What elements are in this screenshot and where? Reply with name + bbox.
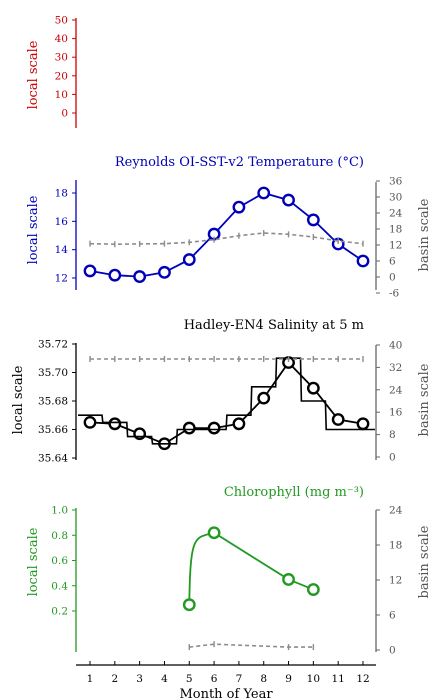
data-point-1-11 xyxy=(356,254,370,268)
local-tick-label: 35.72 xyxy=(38,339,68,351)
data-point-1-9 xyxy=(306,213,320,227)
local-tick-label: 35.66 xyxy=(38,424,68,436)
x-tick-label: 2 xyxy=(111,673,118,685)
basin-tick-label: 18 xyxy=(389,540,402,552)
local-tick-label: 1.0 xyxy=(51,505,68,517)
basin-tick-label: 24 xyxy=(389,384,403,396)
data-point-3-2 xyxy=(282,573,295,586)
data-point-2-6 xyxy=(232,417,246,431)
data-point-1-3 xyxy=(158,265,171,279)
data-point-1-4 xyxy=(182,253,196,266)
data-point-1-8 xyxy=(282,193,295,207)
local-tick-label: 35.64 xyxy=(38,453,68,465)
local-tick-label: 0.6 xyxy=(51,555,68,567)
data-point-3-0 xyxy=(182,598,196,612)
basin-tick-label: 32 xyxy=(389,362,402,374)
data-point-1-7 xyxy=(257,186,271,200)
x-tick-label: 4 xyxy=(161,673,168,685)
basin-series-line-3 xyxy=(189,643,314,648)
data-point-2-11 xyxy=(356,417,370,431)
basin-tick-label: 12 xyxy=(389,240,402,252)
local-tick-label: 0.8 xyxy=(51,530,68,542)
data-point-2-7 xyxy=(257,391,271,405)
data-point-2-5 xyxy=(207,421,221,435)
local-axis-label: local scale xyxy=(26,40,41,109)
data-point-2-1 xyxy=(108,417,122,431)
x-axis-label: Month of Year xyxy=(179,687,273,700)
basin-tick-label: -6 xyxy=(389,288,400,300)
panel-title: Chlorophyll (mg m⁻³) xyxy=(224,485,364,500)
stepped-series-line-2 xyxy=(78,357,375,445)
data-point-3-1 xyxy=(207,526,221,540)
basin-tick-label: 6 xyxy=(389,256,396,268)
x-tick-label: 1 xyxy=(87,673,94,685)
local-tick-label: 16 xyxy=(55,216,69,228)
basin-axis-label: basin scale xyxy=(417,525,432,598)
local-tick-label: 35.68 xyxy=(38,396,68,408)
x-tick-label: 11 xyxy=(331,673,344,685)
data-point-2-0 xyxy=(83,415,97,429)
basin-tick-label: 30 xyxy=(389,192,402,204)
data-point-1-2 xyxy=(133,270,147,283)
x-tick-label: 7 xyxy=(236,673,243,685)
local-tick-label: 0.2 xyxy=(51,606,68,618)
local-axis-label: local scale xyxy=(11,365,26,434)
data-point-1-0 xyxy=(83,264,97,278)
data-point-1-6 xyxy=(232,200,246,214)
basin-tick-label: 0 xyxy=(389,272,396,284)
local-axis-label: local scale xyxy=(26,195,41,264)
x-tick-label: 12 xyxy=(356,673,369,685)
local-tick-label: 35.70 xyxy=(38,367,68,379)
data-point-2-4 xyxy=(182,421,196,435)
basin-tick-label: 6 xyxy=(389,610,396,622)
data-point-3-3 xyxy=(306,583,320,596)
basin-tick-label: 40 xyxy=(389,340,402,352)
x-tick-label: 9 xyxy=(285,673,292,685)
data-point-2-2 xyxy=(133,427,147,441)
x-tick-label: 8 xyxy=(260,673,267,685)
local-tick-label: 18 xyxy=(55,188,68,200)
panel-title: Reynolds OI-SST-v2 Temperature (°C) xyxy=(115,155,364,170)
local-tick-label: 40 xyxy=(55,33,68,45)
basin-tick-label: 24 xyxy=(389,208,403,220)
local-tick-label: 12 xyxy=(55,273,68,285)
panel-title: Hadley-EN4 Salinity at 5 m xyxy=(184,318,364,333)
basin-tick-label: 8 xyxy=(389,429,396,441)
local-tick-label: 30 xyxy=(55,52,68,64)
local-series-line-2 xyxy=(89,361,364,445)
local-series-line-3 xyxy=(188,531,314,605)
basin-tick-label: 12 xyxy=(389,575,402,587)
data-point-2-10 xyxy=(331,413,345,426)
local-tick-label: 20 xyxy=(55,70,68,82)
basin-tick-label: 0 xyxy=(389,452,396,464)
basin-series-line-1 xyxy=(89,232,364,246)
local-tick-label: 0.4 xyxy=(51,580,68,592)
local-axis-label: local scale xyxy=(26,527,41,596)
data-point-1-1 xyxy=(108,268,122,282)
local-tick-label: 0 xyxy=(61,108,68,120)
basin-tick-label: 0 xyxy=(389,645,396,657)
local-tick-label: 10 xyxy=(55,89,68,101)
basin-tick-label: 24 xyxy=(389,505,403,517)
basin-tick-label: 18 xyxy=(389,224,402,236)
local-series-line-1 xyxy=(89,192,364,278)
x-tick-label: 10 xyxy=(307,673,320,685)
local-tick-label: 50 xyxy=(55,15,68,27)
local-tick-label: 14 xyxy=(55,244,69,256)
x-tick-label: 5 xyxy=(186,673,193,685)
basin-tick-label: 36 xyxy=(389,176,403,188)
basin-axis-label: basin scale xyxy=(417,363,432,436)
x-tick-label: 6 xyxy=(211,673,218,685)
x-tick-label: 3 xyxy=(136,673,143,685)
basin-tick-label: 16 xyxy=(389,407,403,419)
basin-axis-label: basin scale xyxy=(417,198,432,271)
data-point-2-9 xyxy=(306,381,320,395)
